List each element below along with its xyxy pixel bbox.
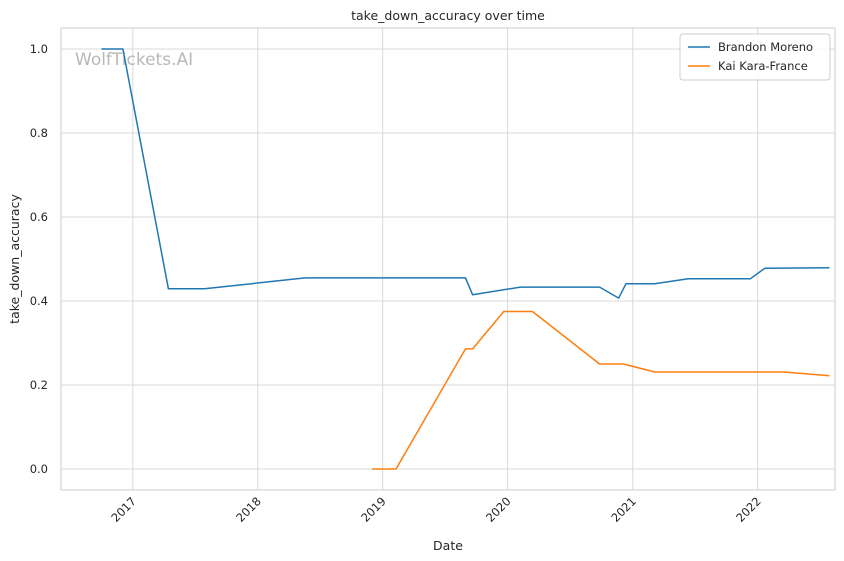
series-layer [101, 48, 830, 470]
y-tick-label: 0.0 [30, 462, 48, 476]
y-tick-label: 0.4 [30, 294, 48, 308]
series-line-0 [101, 48, 830, 299]
y-tick-label: 0.6 [30, 210, 48, 224]
y-tick-label: 1.0 [30, 42, 48, 56]
plot-area-frame [60, 27, 836, 491]
y-axis-ticks: 0.0 0.2 0.4 0.6 0.8 1.0 [30, 42, 48, 476]
chart-title: take_down_accuracy over time [351, 8, 545, 23]
legend-entry: Brandon Moreno [718, 40, 813, 54]
y-tick-label: 0.2 [30, 378, 48, 392]
legend-box [679, 33, 831, 81]
x-axis-label: Date [433, 538, 463, 553]
y-axis-label: take_down_accuracy [7, 194, 22, 324]
series-line-1 [372, 310, 830, 470]
grid-lines [61, 28, 835, 490]
y-tick-label: 0.8 [30, 126, 48, 140]
legend: Brandon Moreno Kai Kara-France [679, 33, 831, 81]
legend-entry: Kai Kara-France [718, 59, 808, 73]
watermark-text: WolfTickets.AI [75, 50, 193, 70]
